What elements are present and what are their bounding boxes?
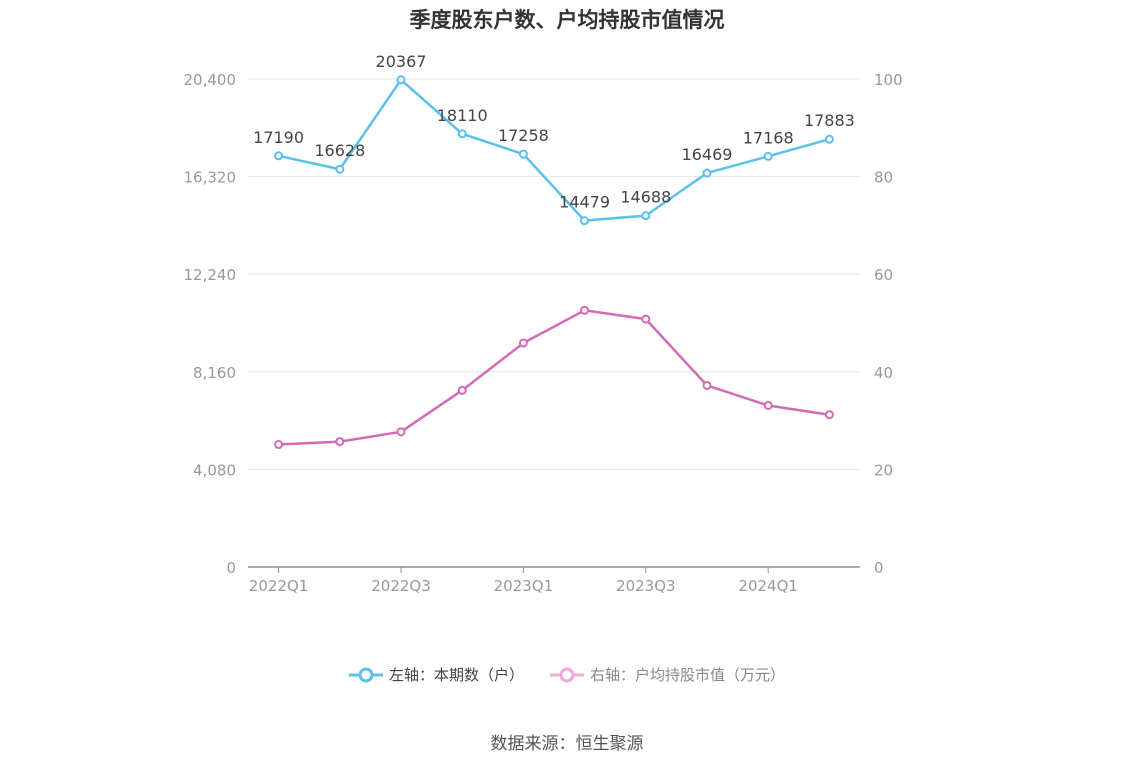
- right-tick-label: 60: [874, 266, 893, 284]
- data-point-0: [580, 216, 590, 226]
- x-axis: 2022Q1 2022Q3 2023Q1 2023Q3 2024Q1: [248, 566, 860, 595]
- legend-swatch-blue-icon: [348, 667, 383, 682]
- x-tick-label: 2022Q3: [371, 577, 431, 595]
- data-point-1: [518, 338, 528, 348]
- right-axis-ticks: 0 20 40 60 80 100: [874, 71, 903, 577]
- data-label: 16469: [682, 145, 733, 164]
- x-tick-label: 2022Q1: [249, 577, 309, 595]
- data-label: 17258: [498, 126, 549, 145]
- data-label: 20367: [376, 52, 427, 71]
- data-point-1: [335, 437, 345, 447]
- legend: 左轴：本期数（户） 右轴：户均持股市值（万元）: [0, 664, 1134, 685]
- data-point-1: [580, 305, 590, 315]
- x-tick-label: 2024Q1: [738, 577, 798, 595]
- data-label: 14688: [620, 188, 671, 207]
- legend-swatch-pink-icon: [550, 667, 584, 682]
- chart-title: 季度股东户数、户均持股市值情况: [409, 8, 725, 32]
- left-tick-label: 8,160: [193, 364, 236, 382]
- data-label: 17168: [743, 128, 794, 147]
- left-tick-label: 4,080: [193, 461, 236, 479]
- data-point-1: [274, 440, 284, 450]
- data-point-1: [641, 314, 651, 324]
- data-point-1: [702, 380, 712, 390]
- series-line-0: [278, 78, 830, 222]
- right-tick-label: 0: [874, 559, 884, 577]
- data-label: 16628: [314, 141, 365, 160]
- data-point-1: [457, 385, 467, 395]
- data-point-0: [274, 151, 284, 161]
- legend-label-right-series: 右轴：户均持股市值（万元）: [590, 666, 786, 684]
- left-tick-label: 0: [226, 559, 236, 577]
- data-point-0: [518, 149, 528, 159]
- legend-label-left-series: 左轴：本期数（户）: [388, 666, 524, 684]
- data-label: 17190: [253, 128, 304, 147]
- data-point-0: [824, 134, 834, 144]
- data-point-0: [457, 129, 467, 139]
- grid-lines: [248, 78, 860, 470]
- legend-item-left-series[interactable]: 左轴：本期数（户）: [348, 664, 524, 685]
- data-point-1: [763, 400, 773, 410]
- series-layer: 17190 16628 20367 18110 17258 14479 14688 16469…: [253, 52, 855, 450]
- data-source: 数据来源：恒生聚源: [490, 734, 644, 754]
- data-point-0: [335, 164, 345, 174]
- data-point-1: [824, 410, 834, 420]
- series-line-1: [278, 309, 830, 446]
- data-label: 14479: [559, 193, 610, 212]
- legend-item-right-series[interactable]: 右轴：户均持股市值（万元）: [550, 664, 785, 685]
- left-axis-ticks: 0 4,080 8,160 12,240 16,320 20,400: [184, 71, 237, 577]
- right-tick-label: 40: [874, 364, 893, 382]
- right-tick-label: 80: [874, 169, 893, 187]
- right-tick-label: 20: [874, 461, 893, 479]
- left-tick-label: 16,320: [184, 169, 237, 187]
- right-tick-label: 100: [874, 71, 903, 89]
- data-label: 18110: [437, 106, 488, 125]
- data-point-0: [641, 211, 651, 221]
- left-tick-label: 12,240: [184, 266, 237, 284]
- data-point-0: [702, 168, 712, 178]
- data-point-0: [396, 75, 406, 85]
- left-tick-label: 20,400: [184, 71, 237, 89]
- data-label: 17883: [804, 111, 855, 130]
- x-tick-label: 2023Q3: [616, 577, 676, 595]
- x-tick-label: 2023Q1: [494, 577, 554, 595]
- data-point-0: [763, 151, 773, 161]
- data-point-1: [396, 427, 406, 437]
